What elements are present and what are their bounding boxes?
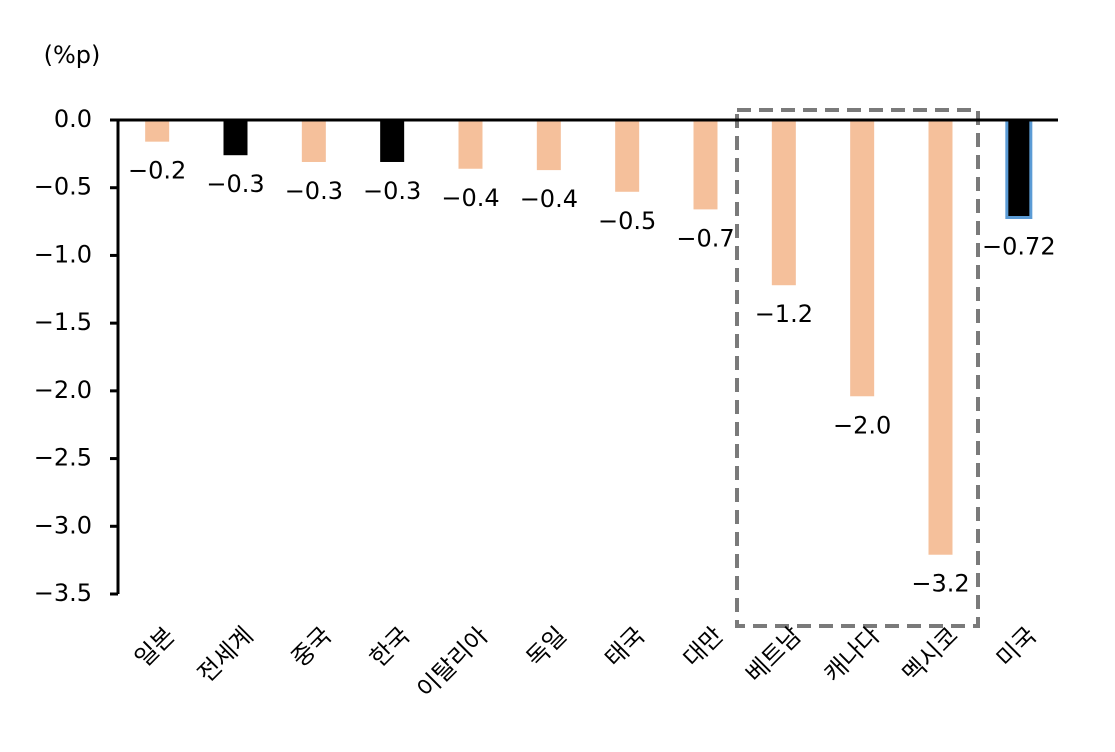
y-tick-label: −1.0 xyxy=(34,240,92,268)
value-label: −0.4 xyxy=(520,185,578,213)
bar xyxy=(301,120,326,162)
x-tick-label: 이탈리아 xyxy=(411,621,493,703)
value-label: −0.2 xyxy=(128,157,186,185)
x-tick-label: 태국 xyxy=(599,621,650,672)
bar xyxy=(693,120,718,210)
unit-label: (%p) xyxy=(44,41,101,69)
bar xyxy=(458,120,483,169)
value-label: −3.2 xyxy=(911,570,969,598)
y-tick-label: −3.5 xyxy=(34,579,92,607)
bar xyxy=(380,120,405,162)
value-label: −2.0 xyxy=(833,411,891,439)
y-tick-label: −1.5 xyxy=(34,308,92,336)
x-tick-label: 미국 xyxy=(991,621,1042,672)
value-label: −0.4 xyxy=(441,184,499,212)
bar xyxy=(928,120,953,555)
y-tick-label: −0.5 xyxy=(34,173,92,201)
x-tick-label: 캐나다 xyxy=(819,621,886,688)
x-tick-label: 한국 xyxy=(364,621,415,672)
x-tick-label: 멕시코 xyxy=(897,621,964,688)
value-label: −0.3 xyxy=(206,170,264,198)
bar xyxy=(1005,118,1033,220)
x-tick-label: 베트남 xyxy=(740,621,807,688)
bar xyxy=(145,120,170,142)
value-label: −0.7 xyxy=(676,224,734,252)
x-tick-label: 대만 xyxy=(678,621,729,672)
y-tick-label: −3.0 xyxy=(34,511,92,539)
value-label: −1.2 xyxy=(755,300,813,328)
value-label: −0.3 xyxy=(285,177,343,205)
value-label: −0.3 xyxy=(363,177,421,205)
x-tick-label: 독일 xyxy=(521,621,572,672)
y-tick-label: −2.5 xyxy=(34,444,92,472)
bar xyxy=(223,120,248,156)
highlight-box xyxy=(735,108,980,628)
x-tick-label: 중국 xyxy=(286,621,337,672)
x-tick-label: 일본 xyxy=(129,621,180,672)
value-label: −0.72 xyxy=(982,233,1056,261)
x-tick-label: 전세계 xyxy=(192,621,259,688)
y-tick-label: −2.0 xyxy=(34,376,92,404)
bar xyxy=(536,120,561,171)
value-label: −0.5 xyxy=(598,207,656,235)
bar xyxy=(850,120,875,397)
bar xyxy=(615,120,640,192)
bar xyxy=(771,120,796,286)
y-tick-label: 0.0 xyxy=(54,105,92,133)
